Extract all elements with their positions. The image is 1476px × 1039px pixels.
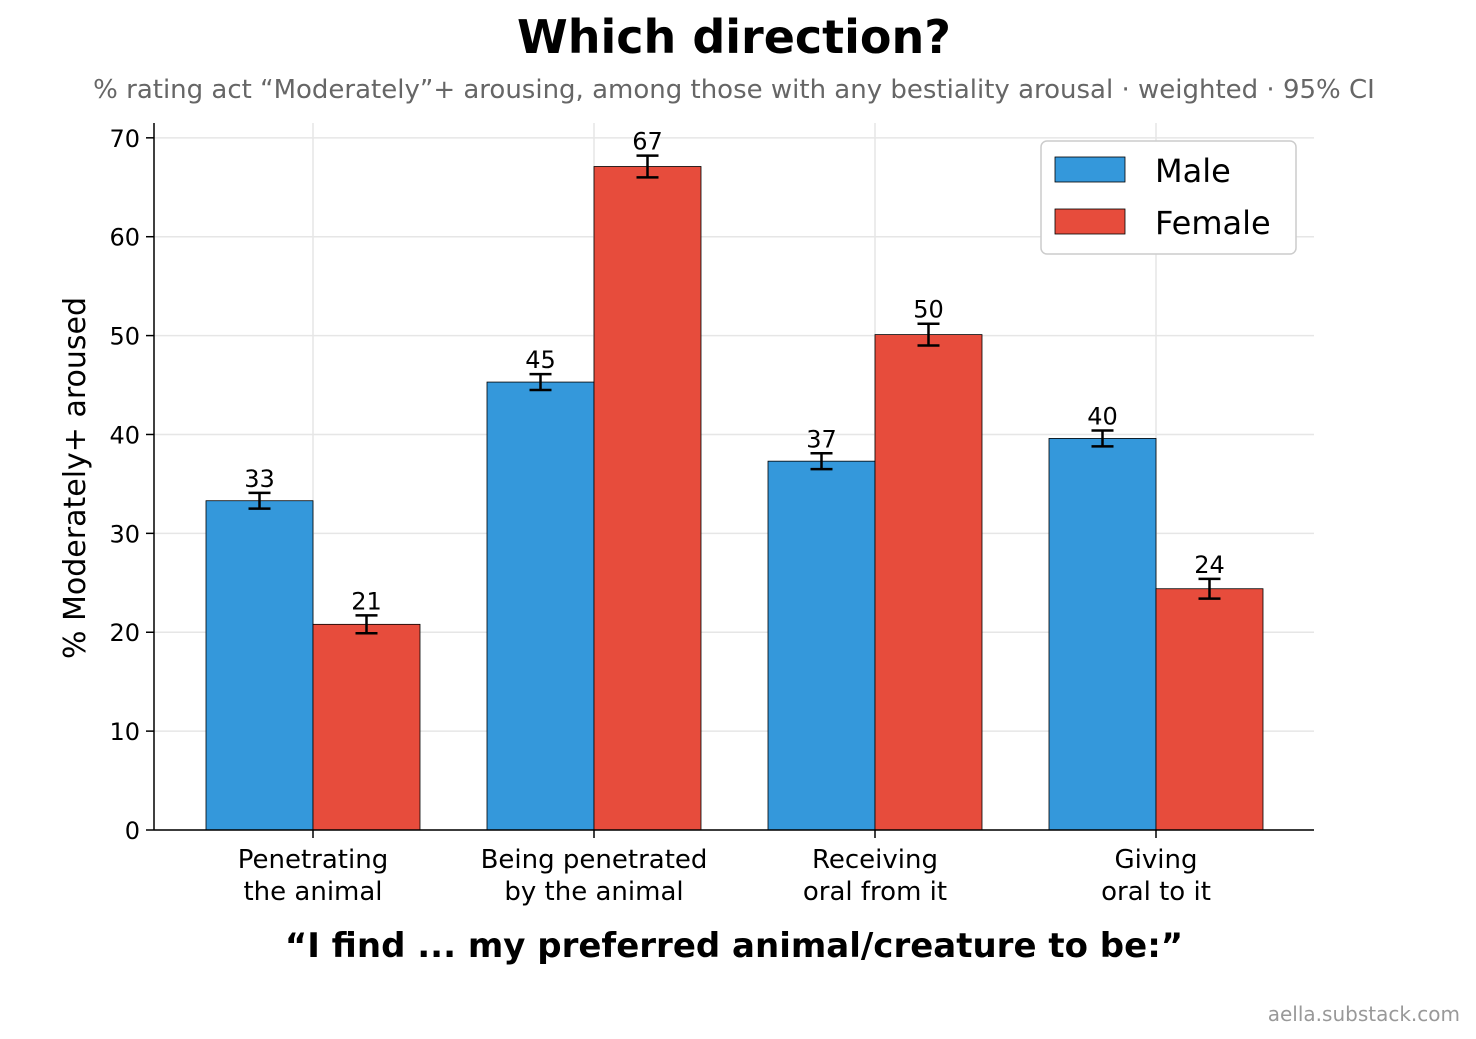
y-tick-label: 10 xyxy=(109,718,140,746)
bar-female-1 xyxy=(593,166,702,831)
bar-male-3 xyxy=(1048,438,1157,831)
y-tick-label: 50 xyxy=(109,323,140,351)
x-tick-label: Receiving xyxy=(812,845,938,875)
bar-female-2 xyxy=(874,334,983,831)
x-tick-label: oral to it xyxy=(1101,877,1211,907)
data-label: 21 xyxy=(351,587,382,615)
y-tick-label: 40 xyxy=(109,421,140,449)
bar-male-0 xyxy=(205,500,314,831)
source-credit: aella.substack.com xyxy=(1268,1002,1460,1026)
x-tick-label: Being penetrated xyxy=(481,845,708,875)
data-label: 40 xyxy=(1087,403,1118,431)
chart-title: Which direction? xyxy=(517,10,951,64)
data-label: 37 xyxy=(806,425,837,453)
y-tick-label: 70 xyxy=(109,125,140,153)
bar-male-1 xyxy=(486,381,595,831)
y-tick-label: 20 xyxy=(109,619,140,647)
x-tick-label: Giving xyxy=(1115,845,1198,875)
legend-label-female: Female xyxy=(1155,204,1271,242)
y-tick-label: 60 xyxy=(109,224,140,252)
y-axis-label: % Moderately+ aroused xyxy=(58,297,93,659)
legend-label-male: Male xyxy=(1155,152,1231,190)
legend: Male Female xyxy=(1040,140,1297,255)
bar-female-3 xyxy=(1155,588,1264,831)
legend-swatch-male xyxy=(1054,156,1126,183)
x-tick-label: Penetrating xyxy=(238,845,388,875)
data-label: 67 xyxy=(632,128,663,156)
y-tick-label: 30 xyxy=(109,520,140,548)
bar-male-2 xyxy=(767,460,876,831)
x-axis-label: “I find ... my preferred animal/creature… xyxy=(285,926,1183,966)
y-tick-label: 0 xyxy=(125,817,140,845)
data-label: 33 xyxy=(244,465,275,493)
chart-subtitle: % rating act “Moderately”+ arousing, amo… xyxy=(93,75,1375,105)
x-tick-label: oral from it xyxy=(803,877,947,907)
data-label: 50 xyxy=(913,296,944,324)
legend-swatch-female xyxy=(1054,208,1126,235)
x-tick-label: by the animal xyxy=(504,877,683,907)
bar-female-0 xyxy=(312,623,421,831)
x-tick-label: the animal xyxy=(243,877,382,907)
bars: 33 45 37 40 21 67 50 24 xyxy=(205,128,1264,831)
data-label: 24 xyxy=(1194,551,1225,579)
data-label: 45 xyxy=(525,346,556,374)
